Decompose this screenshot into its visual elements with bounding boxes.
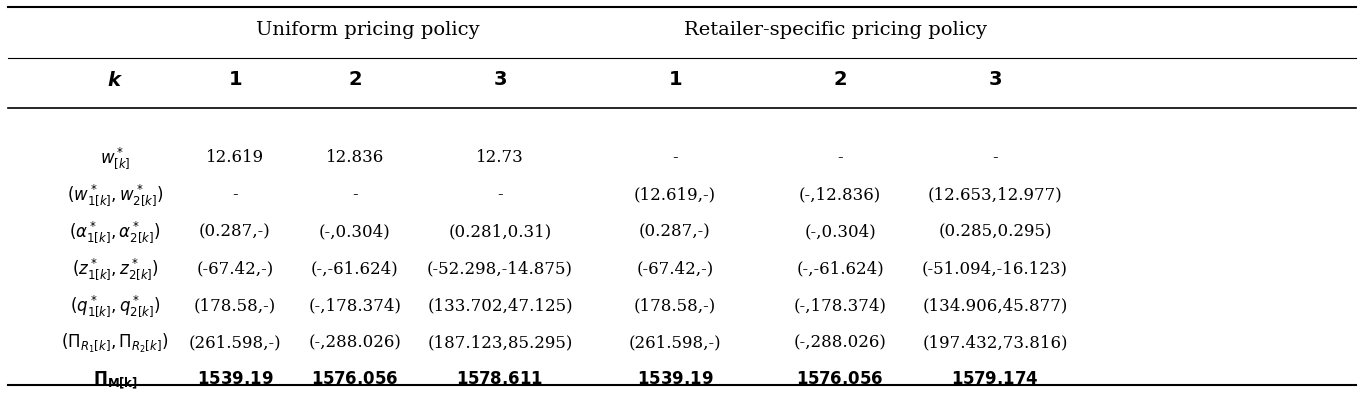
- Text: (-,0.304): (-,0.304): [805, 224, 876, 241]
- Text: (-52.298,-14.875): (-52.298,-14.875): [427, 260, 573, 278]
- Text: $\mathbf{3}$: $\mathbf{3}$: [988, 71, 1003, 89]
- Text: (-,178.374): (-,178.374): [308, 297, 401, 314]
- Text: (-67.42,-): (-67.42,-): [196, 260, 274, 278]
- Text: $\mathbf{1578.611}$: $\mathbf{1578.611}$: [457, 372, 544, 389]
- Text: (12.653,12.977): (12.653,12.977): [928, 186, 1063, 203]
- Text: 12.836: 12.836: [326, 149, 385, 167]
- Text: (134.906,45.877): (134.906,45.877): [922, 297, 1068, 314]
- Text: (0.287,-): (0.287,-): [199, 224, 271, 241]
- Text: $\mathbf{1576.056}$: $\mathbf{1576.056}$: [311, 372, 398, 389]
- Text: $(q^*_{1[k]}, q^*_{2[k]})$: $(q^*_{1[k]}, q^*_{2[k]})$: [70, 293, 161, 318]
- Text: (12.619,-): (12.619,-): [634, 186, 716, 203]
- Text: -: -: [498, 186, 503, 203]
- Text: 12.619: 12.619: [206, 149, 265, 167]
- Text: $(\alpha^*_{1[k]}, \alpha^*_{2[k]})$: $(\alpha^*_{1[k]}, \alpha^*_{2[k]})$: [70, 220, 161, 245]
- Text: (0.285,0.295): (0.285,0.295): [938, 224, 1052, 241]
- Text: $\mathbf{3}$: $\mathbf{3}$: [492, 71, 507, 89]
- Text: (-,12.836): (-,12.836): [799, 186, 881, 203]
- Text: (-,178.374): (-,178.374): [794, 297, 887, 314]
- Text: 12.73: 12.73: [476, 149, 524, 167]
- Text: Uniform pricing policy: Uniform pricing policy: [255, 21, 479, 39]
- Text: (0.287,-): (0.287,-): [640, 224, 711, 241]
- Text: (-67.42,-): (-67.42,-): [637, 260, 713, 278]
- Text: (-51.094,-16.123): (-51.094,-16.123): [922, 260, 1068, 278]
- Text: $\mathbf{2}$: $\mathbf{2}$: [348, 71, 361, 89]
- Text: -: -: [992, 149, 998, 167]
- Text: $\mathbf{\Pi_{M[k]}}$: $\mathbf{\Pi_{M[k]}}$: [93, 369, 138, 391]
- Text: (133.702,47.125): (133.702,47.125): [427, 297, 573, 314]
- Text: $\mathbf{1539.19}$: $\mathbf{1539.19}$: [637, 372, 713, 389]
- Text: (261.598,-): (261.598,-): [188, 335, 281, 352]
- Text: $\mathbf{1579.174}$: $\mathbf{1579.174}$: [951, 372, 1039, 389]
- Text: $\boldsymbol{k}$: $\boldsymbol{k}$: [106, 70, 123, 90]
- Text: (187.123,85.295): (187.123,85.295): [427, 335, 573, 352]
- Text: (-,0.304): (-,0.304): [319, 224, 391, 241]
- Text: (0.281,0.31): (0.281,0.31): [449, 224, 551, 241]
- Text: -: -: [837, 149, 843, 167]
- Text: (-,288.026): (-,288.026): [794, 335, 887, 352]
- Text: $(z^*_{1[k]}, z^*_{2[k]})$: $(z^*_{1[k]}, z^*_{2[k]})$: [71, 256, 158, 282]
- Text: $(w^*_{1[k]}, w^*_{2[k]})$: $(w^*_{1[k]}, w^*_{2[k]})$: [67, 182, 164, 207]
- Text: (-,-61.624): (-,-61.624): [797, 260, 884, 278]
- Text: $\mathbf{1}$: $\mathbf{1}$: [668, 71, 682, 89]
- Text: $\mathbf{2}$: $\mathbf{2}$: [833, 71, 847, 89]
- Text: Retailer-specific pricing policy: Retailer-specific pricing policy: [683, 21, 986, 39]
- Text: -: -: [352, 186, 357, 203]
- Text: (178.58,-): (178.58,-): [634, 297, 716, 314]
- Text: (197.432,73.816): (197.432,73.816): [922, 335, 1068, 352]
- Text: $(\Pi_{R_1[k]}, \Pi_{R_2[k]})$: $(\Pi_{R_1[k]}, \Pi_{R_2[k]})$: [61, 331, 169, 355]
- Text: $\mathbf{1576.056}$: $\mathbf{1576.056}$: [797, 372, 884, 389]
- Text: (178.58,-): (178.58,-): [194, 297, 276, 314]
- Text: -: -: [672, 149, 678, 167]
- Text: $w^*_{[k]}$: $w^*_{[k]}$: [100, 145, 130, 171]
- Text: $\mathbf{1}$: $\mathbf{1}$: [228, 71, 243, 89]
- Text: (261.598,-): (261.598,-): [629, 335, 722, 352]
- Text: $\mathbf{1539.19}$: $\mathbf{1539.19}$: [196, 372, 273, 389]
- Text: -: -: [232, 186, 237, 203]
- Text: (-,288.026): (-,288.026): [308, 335, 401, 352]
- Text: (-,-61.624): (-,-61.624): [311, 260, 398, 278]
